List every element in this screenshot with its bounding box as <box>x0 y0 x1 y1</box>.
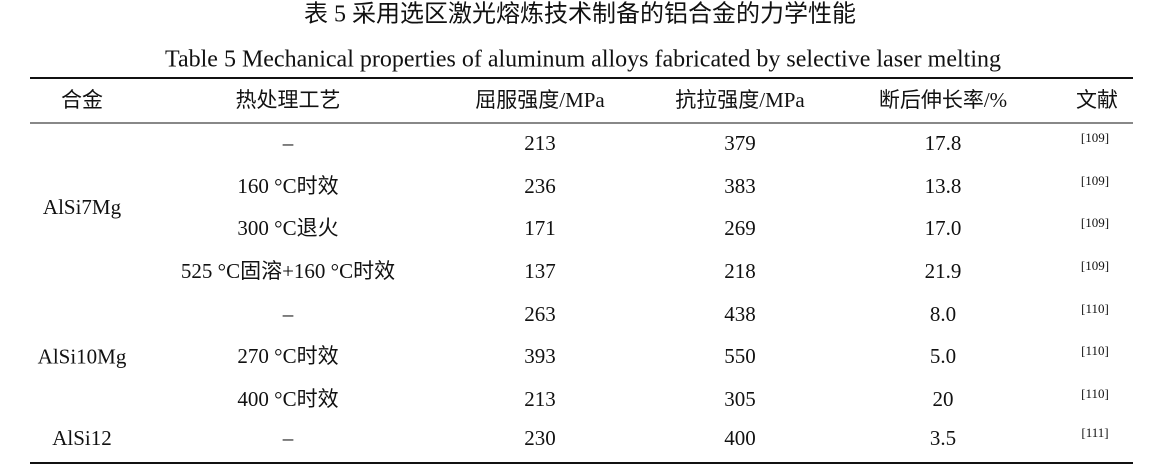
table-cell: 3.5 <box>930 426 956 450</box>
table-cell: 218 <box>724 259 756 283</box>
header-cell: 屈服强度/MPa <box>475 88 605 112</box>
table-cell: – <box>282 131 294 155</box>
table-cell: 17.8 <box>925 131 962 155</box>
table-cell: 550 <box>724 344 756 368</box>
table-cell: 400 <box>724 426 756 450</box>
alloy-cell: AlSi7Mg <box>43 195 122 219</box>
table-cell: 137 <box>524 259 556 283</box>
table-cell: 305 <box>724 387 756 411</box>
table-cell: 383 <box>724 174 756 198</box>
table-cell: 230 <box>524 426 556 450</box>
table-cell: 236 <box>524 174 556 198</box>
table-cell: 300 °C退火 <box>237 216 338 240</box>
table-cell: 525 °C固溶+160 °C时效 <box>181 259 395 283</box>
table-cell: 160 °C时效 <box>237 174 338 198</box>
table-cell: 400 °C时效 <box>237 387 338 411</box>
header-cell: 合金 <box>61 88 103 112</box>
table-cell: 269 <box>724 216 756 240</box>
alloy-cell: AlSi12 <box>52 426 112 450</box>
table-cell: 270 °C时效 <box>237 344 338 368</box>
table-cell: 5.0 <box>930 344 956 368</box>
table-cell: – <box>282 302 294 326</box>
reference: [109] <box>1081 215 1109 230</box>
reference: [110] <box>1081 343 1109 358</box>
header-cell: 文献 <box>1076 88 1118 112</box>
table-cell: 263 <box>524 302 556 326</box>
table-cell: 393 <box>524 344 556 368</box>
reference: [109] <box>1081 258 1109 273</box>
table-cell: 438 <box>724 302 756 326</box>
table-cell: 20 <box>933 387 954 411</box>
reference: [110] <box>1081 386 1109 401</box>
alloy-cell: AlSi10Mg <box>38 344 127 368</box>
reference: [110] <box>1081 301 1109 316</box>
table-cell: – <box>282 426 294 450</box>
header-cell: 断后伸长率/% <box>879 88 1007 112</box>
table-cell: 13.8 <box>925 174 962 198</box>
table-cell: 21.9 <box>925 259 962 283</box>
header-cell: 抗拉强度/MPa <box>675 88 805 112</box>
table-cell: 8.0 <box>930 302 956 326</box>
table-cell: 213 <box>524 131 556 155</box>
header-cell: 热处理工艺 <box>236 88 341 112</box>
table-title: 表 5 采用选区激光熔炼技术制备的铝合金的力学性能 <box>304 1 856 28</box>
reference: [109] <box>1081 173 1109 188</box>
table-cell: 379 <box>724 131 756 155</box>
table-cell: 213 <box>524 387 556 411</box>
reference: [109] <box>1081 130 1109 145</box>
table-cell: 171 <box>524 216 556 240</box>
reference: [111] <box>1081 425 1108 440</box>
table-cell: 17.0 <box>925 216 962 240</box>
table-subtitle: Table 5 Mechanical properties of aluminu… <box>165 47 1001 73</box>
